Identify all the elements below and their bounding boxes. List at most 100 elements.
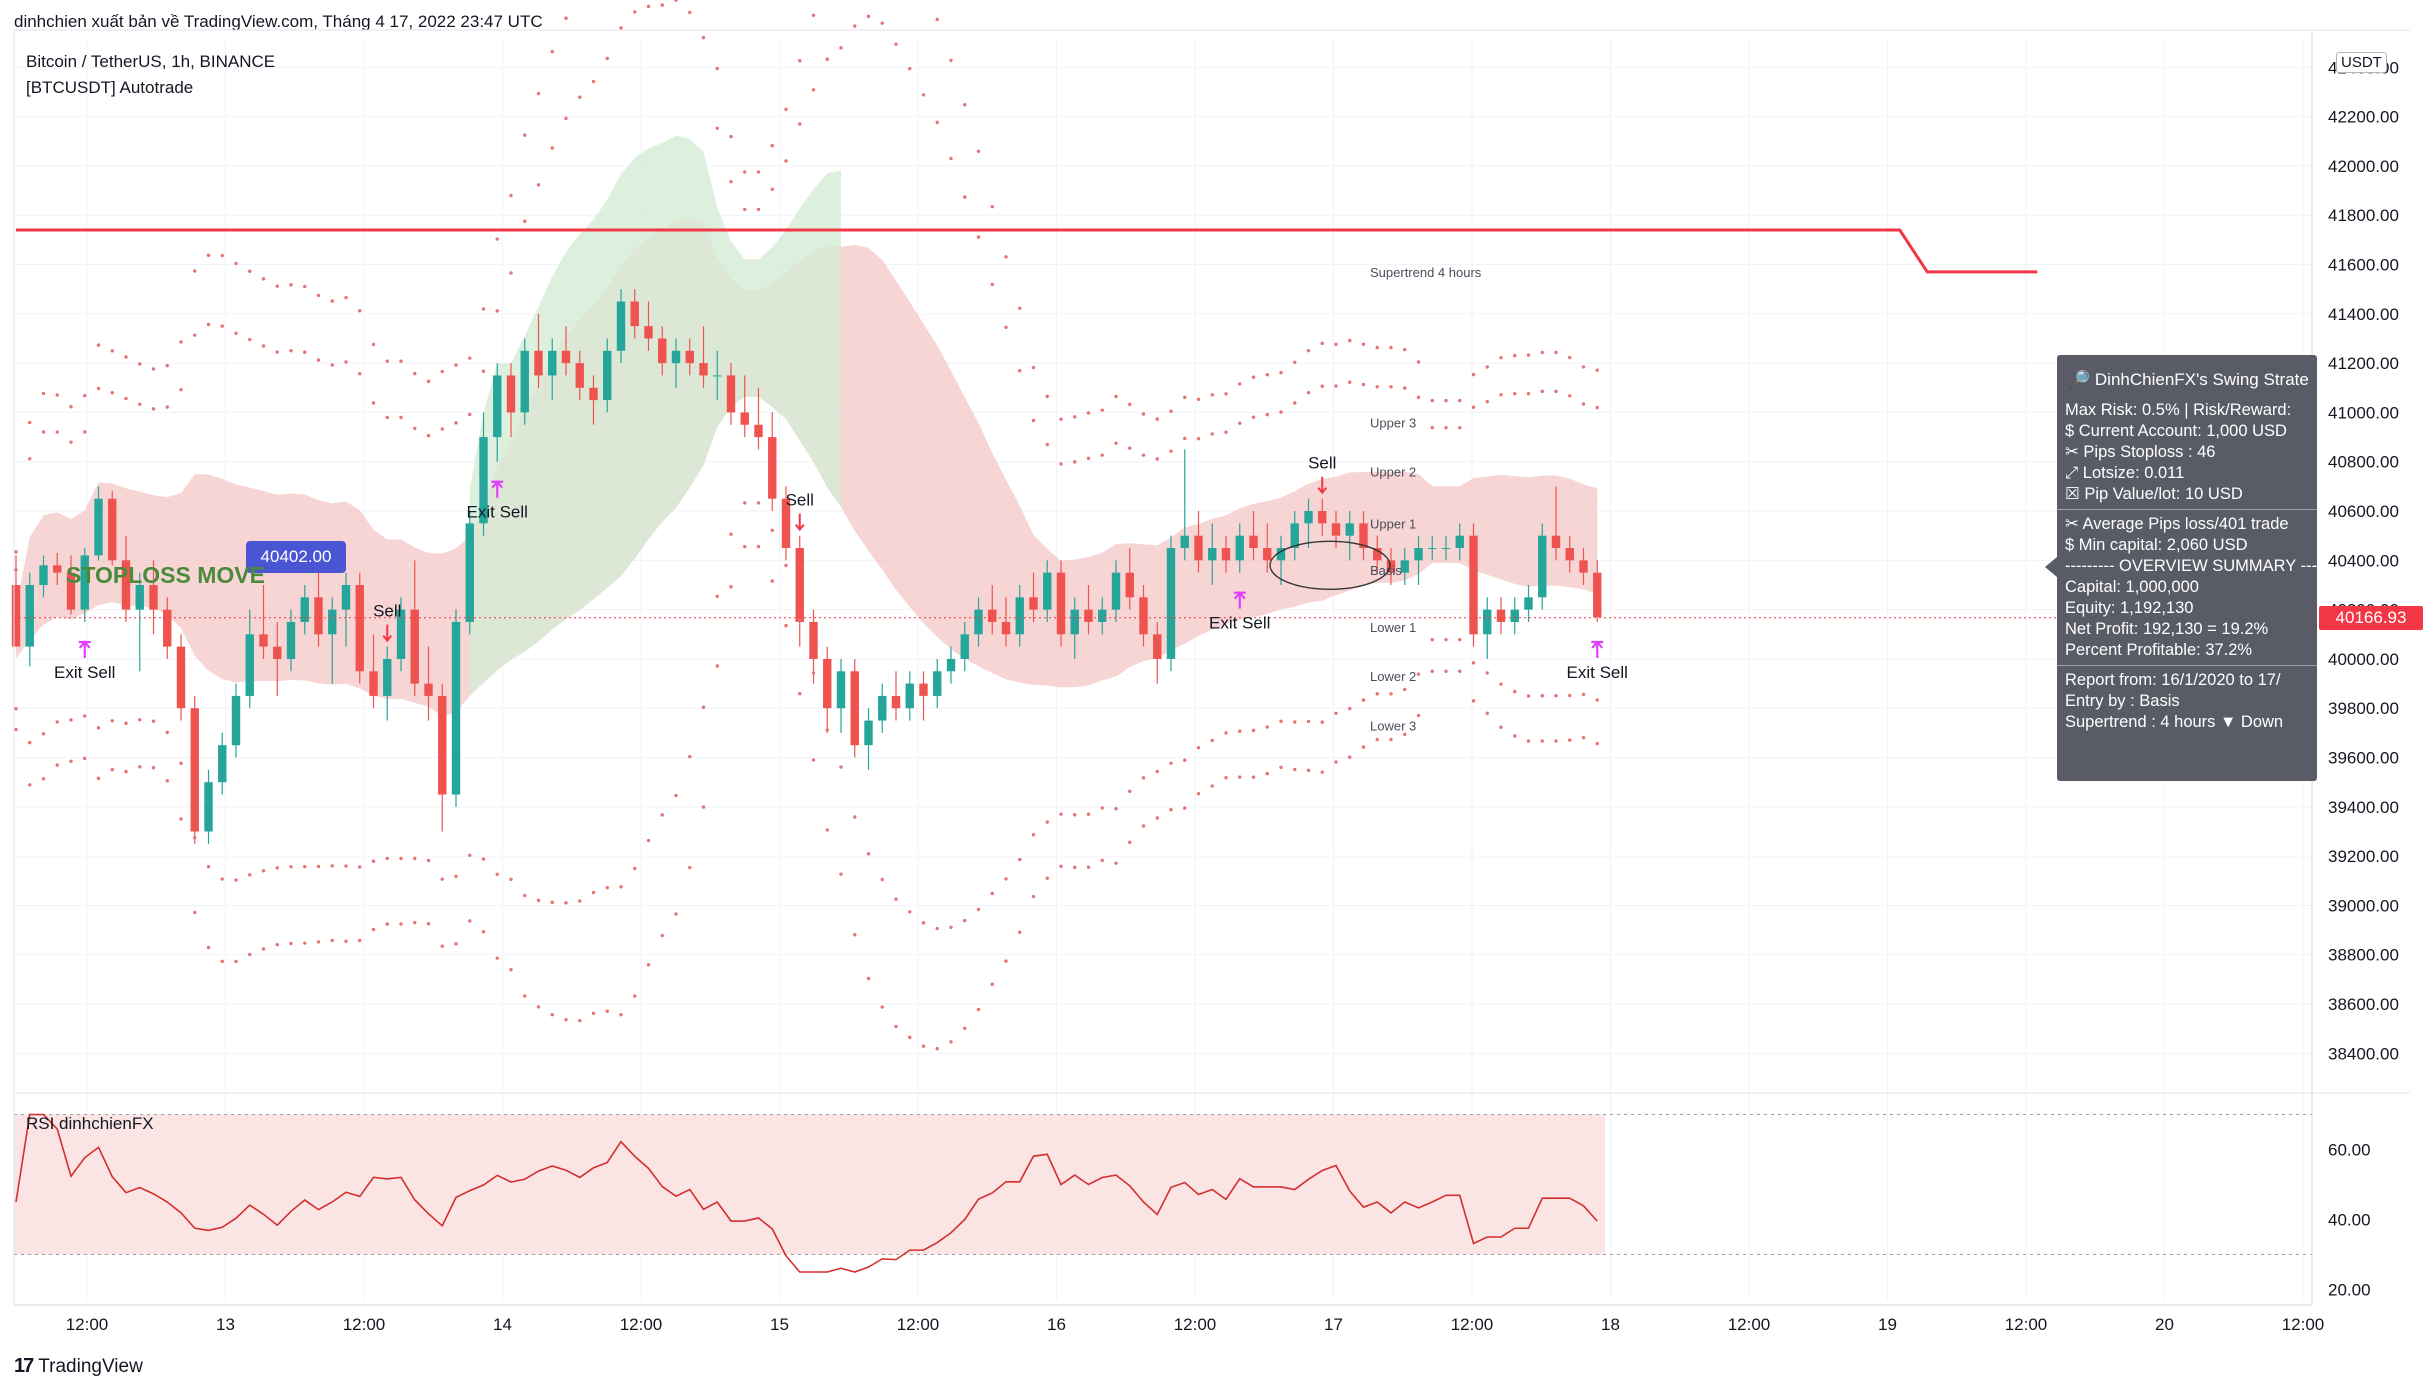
lower-band-dot — [1458, 637, 1462, 642]
lower-band-dot — [619, 1013, 623, 1017]
lower-band-dot — [330, 864, 334, 868]
candle-body — [1084, 609, 1093, 622]
upper-band-dot — [1279, 370, 1283, 375]
rsi-band-fill — [14, 1114, 1606, 1255]
lower-band-dot — [1293, 720, 1297, 724]
upper-band-dot — [399, 415, 403, 420]
supertrend-4h-line — [16, 228, 2038, 274]
exit-arrow-icon — [1233, 590, 1246, 609]
time-tick-label: 12:00 — [1451, 1315, 1494, 1334]
candle-body — [1579, 560, 1588, 573]
upper-band-dot — [193, 333, 197, 337]
sell-arrow-icon — [382, 624, 393, 643]
symbol-legend[interactable]: Bitcoin / TetherUS, 1h, BINANCE — [26, 52, 276, 71]
candle-body — [630, 301, 639, 327]
upper-band-dot — [1389, 385, 1393, 389]
price-tick-label: 42200.00 — [2328, 108, 2399, 127]
upper-band-dot — [770, 144, 774, 148]
upper-band-dot — [633, 10, 637, 14]
candle-body — [658, 338, 667, 364]
upper-band-dot — [1183, 436, 1187, 441]
lower-band-dot — [1513, 734, 1517, 738]
candle-body — [273, 646, 282, 659]
upper-band-dot — [660, 3, 664, 7]
lower-band-dot — [701, 805, 706, 809]
lower-band-dot — [1086, 865, 1091, 869]
lower-band-dot — [289, 864, 293, 869]
lower-band-dot — [646, 838, 651, 843]
lower-band-dot — [316, 864, 321, 869]
time-tick-label: 12:00 — [897, 1315, 940, 1334]
upper-band-dot — [949, 156, 953, 161]
upper-band-dot — [289, 283, 293, 287]
candle-body — [616, 301, 626, 351]
candle-body — [589, 387, 598, 401]
lower-band-dot — [1155, 816, 1159, 820]
tradingview-logo-icon[interactable]: 17 — [14, 1355, 34, 1377]
upper-band-dot — [96, 386, 101, 391]
candle-body — [1015, 597, 1024, 635]
rsi-legend[interactable]: RSI dinhchienFX — [26, 1114, 154, 1133]
lower-band-dot — [564, 901, 568, 905]
lower-band-dot — [83, 714, 87, 718]
lower-band-dot — [41, 777, 46, 781]
lower-band-dot — [1059, 864, 1063, 869]
upper-band-dot — [1416, 360, 1421, 364]
lower-band-dot — [220, 959, 224, 964]
stats-line: ✂ Average Pips loss/401 trade — [2065, 515, 2289, 533]
rsi-tick-label: 60.00 — [2328, 1141, 2371, 1160]
lower-band-dot — [1114, 807, 1118, 811]
upper-band-dot — [344, 360, 348, 364]
upper-band-dot — [55, 430, 59, 434]
lower-band-dot — [770, 528, 774, 532]
lower-band-dot — [1375, 737, 1379, 742]
upper-band-dot — [1265, 373, 1269, 377]
upper-band-dot — [41, 391, 46, 396]
lower-band-dot — [839, 765, 843, 769]
lower-band-dot — [1389, 737, 1393, 742]
lower-band-dot — [1471, 661, 1476, 665]
candle-body — [1153, 634, 1162, 659]
upper-band-dot — [578, 95, 582, 99]
footer-brand[interactable]: TradingView — [38, 1355, 143, 1377]
upper-band-dot — [963, 103, 967, 107]
upper-band-dot — [1141, 453, 1146, 457]
upper-band-dot — [261, 344, 266, 348]
candle-body — [259, 634, 268, 647]
lower-band-dot — [1265, 771, 1269, 776]
currency-badge[interactable]: USDT — [2336, 52, 2387, 73]
sell-signal-label: Sell — [786, 491, 814, 510]
upper-band-dot — [124, 396, 128, 401]
lower-band-dot — [564, 1017, 568, 1022]
upper-band-dot — [1485, 399, 1489, 404]
upper-band-dot — [646, 4, 651, 9]
price-tick-label: 41800.00 — [2328, 206, 2399, 225]
candle-body — [1496, 609, 1506, 622]
candle-body — [39, 565, 48, 585]
lower-band-dot — [248, 873, 252, 877]
price-tick-label: 39200.00 — [2328, 847, 2399, 866]
upper-band-dot — [1073, 415, 1077, 419]
candle-body — [163, 609, 172, 647]
stats-panel-pointer — [2045, 557, 2057, 577]
upper-band-dot — [1361, 382, 1366, 387]
lower-band-dot — [853, 933, 857, 937]
lower-band-dot — [110, 719, 114, 723]
lower-band-dot — [1375, 692, 1379, 696]
lower-band-dot — [399, 922, 403, 926]
upper-band-dot — [261, 277, 266, 281]
stats-line: Net Profit: 192,130 = 19.2% — [2065, 620, 2269, 638]
candle-body — [809, 621, 818, 659]
upper-band-dot — [949, 58, 953, 63]
upper-band-dot — [110, 349, 114, 353]
upper-band-dot — [1004, 325, 1008, 329]
upper-band-dot — [1196, 397, 1201, 402]
indicator-legend[interactable]: [BTCUSDT] Autotrade — [26, 78, 194, 97]
signals: Sell Sell Sell Exit Sell Exit Sell Exit Sell E… — [54, 454, 1628, 682]
lower-band-dot — [110, 767, 114, 772]
price-tick-label: 39000.00 — [2328, 896, 2399, 915]
upper-band-dot — [1444, 425, 1448, 430]
upper-band-dot — [28, 457, 32, 461]
upper-band-dot — [674, 0, 678, 2]
